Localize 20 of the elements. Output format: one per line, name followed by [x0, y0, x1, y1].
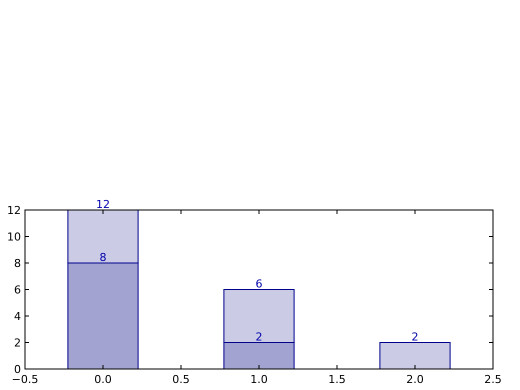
- x-tick-label: −0.5: [12, 373, 38, 386]
- y-tick-label: 10: [7, 230, 21, 244]
- x-tick-label: 0.0: [94, 373, 112, 386]
- total-label: 6: [256, 278, 262, 290]
- total-label: 12: [96, 198, 110, 211]
- data-label: 8: [100, 251, 106, 264]
- y-tick-label: 2: [14, 336, 21, 350]
- y-tick-label: 4: [14, 310, 21, 323]
- y-tick-label: 12: [7, 204, 21, 217]
- y-tick-label: 8: [14, 257, 21, 270]
- bar: [379, 342, 451, 370]
- total-label: 2: [412, 330, 418, 344]
- x-tick-label: 0.5: [172, 373, 190, 386]
- x-tick-label: 1.0: [250, 373, 268, 386]
- data-label: 2: [256, 330, 262, 344]
- y-tick-label: 6: [14, 284, 21, 296]
- x-tick-label: 2.5: [484, 373, 502, 386]
- y-tick-label: 0: [14, 363, 21, 376]
- x-tick-label: 1.5: [328, 373, 346, 386]
- x-tick-label: 2.0: [406, 373, 424, 386]
